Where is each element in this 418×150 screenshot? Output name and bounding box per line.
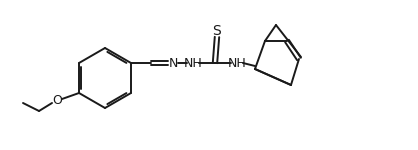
Text: O: O	[52, 94, 62, 108]
Text: NH: NH	[228, 57, 246, 69]
Text: S: S	[213, 24, 222, 38]
Text: NH: NH	[184, 57, 202, 69]
Text: N: N	[168, 57, 178, 69]
